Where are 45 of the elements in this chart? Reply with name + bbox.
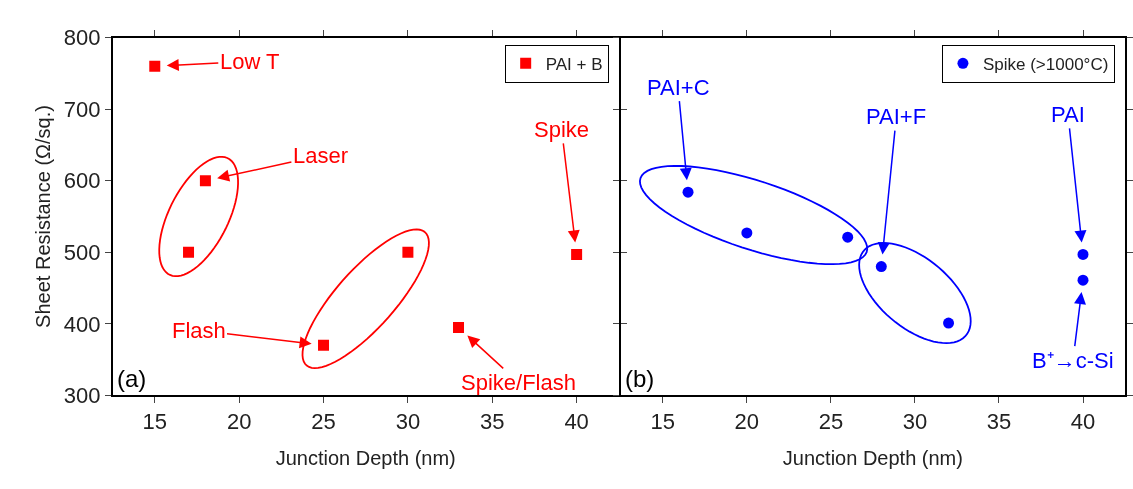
point bbox=[318, 339, 330, 351]
y-tick-label: 500 bbox=[63, 239, 101, 265]
point bbox=[1077, 248, 1089, 260]
y-tick-label: 600 bbox=[63, 168, 101, 194]
annotation: PAI+F bbox=[866, 104, 927, 129]
legend-label: PAI + B bbox=[545, 54, 603, 74]
y-tick-label: 800 bbox=[63, 25, 101, 51]
x-axis-title: Junction Depth (nm) bbox=[782, 447, 963, 470]
x-tick-label: 35 bbox=[480, 409, 505, 435]
point bbox=[943, 317, 955, 329]
point bbox=[453, 321, 465, 333]
annotation: Flash bbox=[172, 318, 226, 343]
x-tick-label: 15 bbox=[650, 409, 676, 435]
annotation: Spike/Flash bbox=[461, 370, 576, 395]
x-tick-label: 20 bbox=[226, 409, 252, 435]
point bbox=[149, 60, 161, 72]
y-axis-title: Sheet Resistance (Ω/sq.) bbox=[31, 105, 54, 328]
x-tick-label: 25 bbox=[818, 409, 844, 435]
y-tick-label: 300 bbox=[63, 383, 101, 409]
annotation: PAI+C bbox=[647, 75, 710, 100]
y-tick-label: 400 bbox=[63, 311, 101, 337]
x-tick-label: 35 bbox=[986, 409, 1012, 435]
annotation: Low T bbox=[220, 49, 280, 74]
x-tick-label: 15 bbox=[142, 409, 168, 435]
annotation: Laser bbox=[293, 143, 349, 168]
annotation: PAI bbox=[1051, 102, 1085, 127]
x-tick-label: 40 bbox=[1070, 409, 1096, 435]
x-tick-label: 30 bbox=[902, 409, 928, 435]
point bbox=[183, 246, 195, 258]
point bbox=[199, 175, 211, 187]
point bbox=[875, 261, 887, 273]
legend-label: Spike (>1000°C) bbox=[982, 54, 1109, 74]
annotation: B⁺→c-Si bbox=[1032, 348, 1114, 373]
x-tick-label: 30 bbox=[395, 409, 421, 435]
point bbox=[402, 246, 414, 258]
point bbox=[571, 248, 583, 260]
annotation: (a) bbox=[117, 365, 147, 392]
annotation: Spike bbox=[534, 117, 590, 142]
y-tick-label: 700 bbox=[63, 96, 101, 122]
x-axis-title: Junction Depth (nm) bbox=[275, 447, 456, 470]
x-tick-label: 20 bbox=[734, 409, 760, 435]
point bbox=[1077, 274, 1089, 286]
annotation: (b) bbox=[625, 365, 655, 392]
x-tick-label: 40 bbox=[564, 409, 589, 435]
x-tick-label: 25 bbox=[311, 409, 336, 435]
